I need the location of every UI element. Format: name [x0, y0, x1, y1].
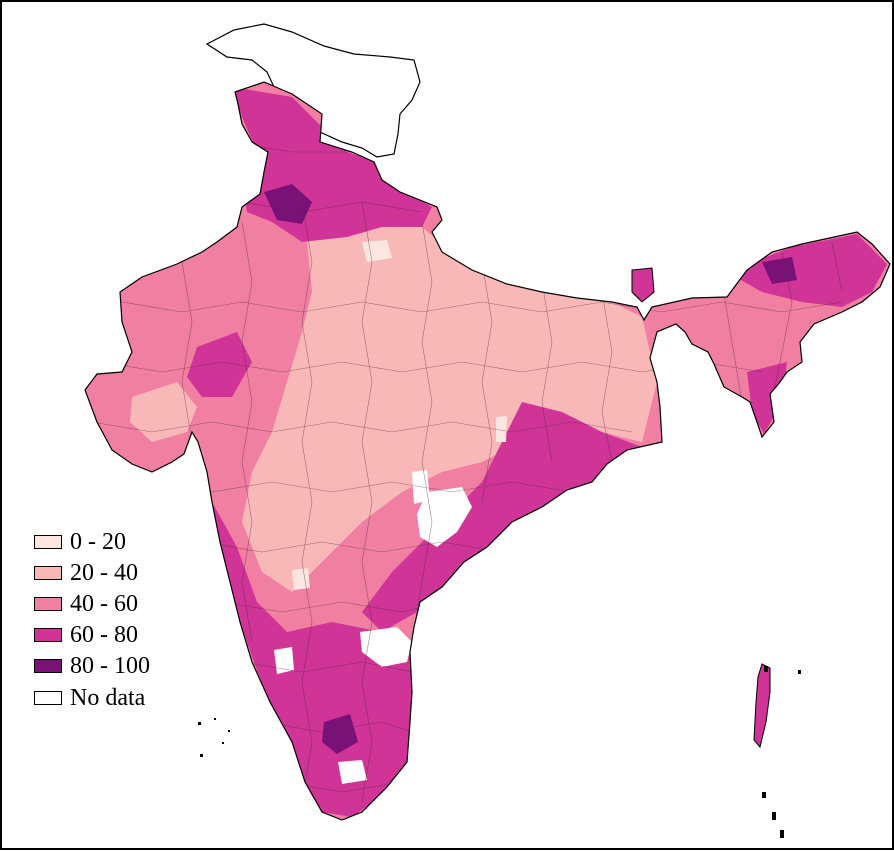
legend-swatch — [34, 534, 62, 549]
region-no-data-deccan — [360, 627, 412, 667]
region-60-80-northeast-south — [747, 362, 787, 434]
andaman-islands — [753, 663, 801, 838]
region-60-80-northeast — [727, 234, 887, 307]
legend-label: 60 - 80 — [70, 622, 138, 649]
legend-swatch — [34, 690, 62, 705]
legend-swatch — [34, 565, 62, 580]
legend-item: No data — [34, 682, 150, 713]
region-0-20-up — [362, 240, 392, 262]
legend-swatch — [34, 659, 62, 674]
map-legend: 0 - 20 20 - 40 40 - 60 60 - 80 80 - 100 … — [34, 526, 150, 713]
region-80-100-punjab — [264, 184, 312, 224]
legend-label: 0 - 20 — [70, 528, 126, 555]
legend-label: 20 - 40 — [70, 559, 138, 586]
legend-item: 80 - 100 — [34, 651, 150, 682]
region-20-40-central — [242, 217, 657, 592]
region-no-data-karnataka — [274, 647, 294, 674]
legend-item: 0 - 20 — [34, 526, 150, 557]
region-80-100-kerala — [322, 714, 358, 754]
region-no-data-north — [205, 23, 421, 158]
legend-label: 40 - 60 — [70, 590, 138, 617]
legend-item: 60 - 80 — [34, 620, 150, 651]
legend-item: 40 - 60 — [34, 588, 150, 619]
lakshadweep-islands — [198, 718, 230, 757]
region-60-80-east-coast — [362, 402, 642, 632]
region-no-data-tamilnadu — [338, 760, 367, 784]
region-80-100-arunachal — [762, 257, 797, 284]
region-60-80-gujarat — [187, 332, 252, 397]
legend-label: 80 - 100 — [70, 653, 150, 680]
region-sikkim — [631, 267, 655, 303]
legend-item: 20 - 40 — [34, 557, 150, 588]
mainland-outline — [84, 81, 891, 821]
legend-label: No data — [70, 684, 146, 711]
legend-swatch — [34, 628, 62, 643]
legend-swatch — [34, 596, 62, 611]
region-0-20-mp — [292, 568, 310, 590]
region-0-20-odisha — [496, 416, 507, 442]
region-60-80-south — [212, 502, 412, 817]
region-no-data-telangana — [417, 487, 472, 547]
